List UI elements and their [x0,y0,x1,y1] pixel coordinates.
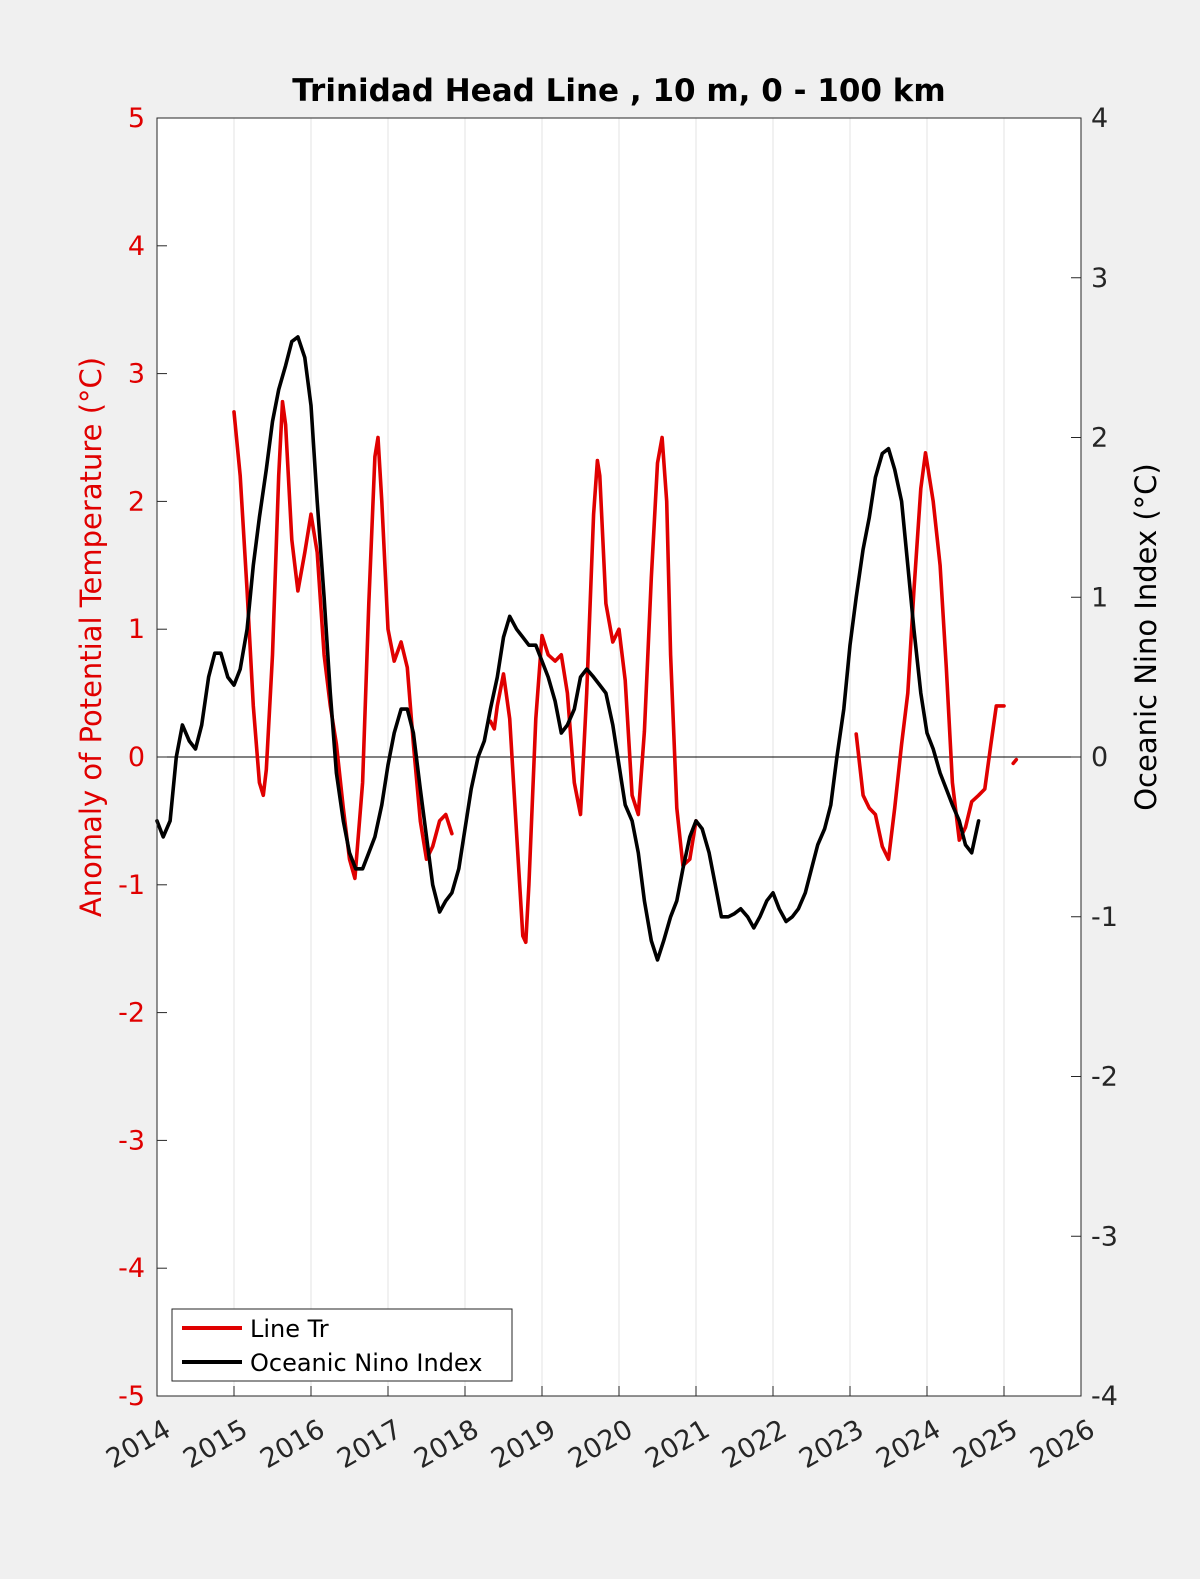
right-tick-label: 3 [1091,263,1108,294]
left-tick-label: 5 [128,103,145,134]
right-tick-label: -3 [1091,1221,1118,1252]
right-tick-label: 0 [1091,742,1108,773]
series-line-segment [1011,757,1019,766]
legend-label-oceanic-nino-index: Oceanic Nino Index [250,1349,482,1377]
left-tick-label: 0 [128,742,145,773]
legend-label-line-tr: Line Tr [250,1315,329,1343]
left-tick-label: 1 [128,614,145,645]
left-tick-label: -3 [118,1125,145,1156]
left-tick-label: -2 [118,998,145,1029]
legend-box [171,1308,513,1382]
series-line-segment [155,335,981,962]
right-axis-label: Oceanic Nino Index (°C) [1129,463,1163,811]
series-layer [155,335,1019,962]
right-tick-label: 4 [1091,103,1108,134]
right-tick-label: 2 [1091,423,1108,454]
right-tick-label: 1 [1091,582,1108,613]
left-tick-label: -5 [118,1381,145,1412]
series-line-segment [488,435,698,945]
chart-title: Trinidad Head Line , 10 m, 0 - 100 km [292,73,945,109]
left-tick-label: -4 [118,1253,145,1284]
legend: Line Tr Oceanic Nino Index [171,1308,513,1382]
right-tick-label: -4 [1091,1381,1118,1412]
left-tick-label: 2 [128,486,145,517]
left-tick-label: -1 [118,870,145,901]
right-tick-label: -2 [1091,1062,1118,1093]
series-oceanic-nino-index [155,335,981,962]
right-tick-label: -1 [1091,902,1118,933]
left-tick-label: 3 [128,359,145,390]
left-tick-label: 4 [128,231,145,262]
left-axis-label: Anomaly of Potential Temperature (°C) [74,357,108,917]
series-line-segment [854,451,1006,861]
